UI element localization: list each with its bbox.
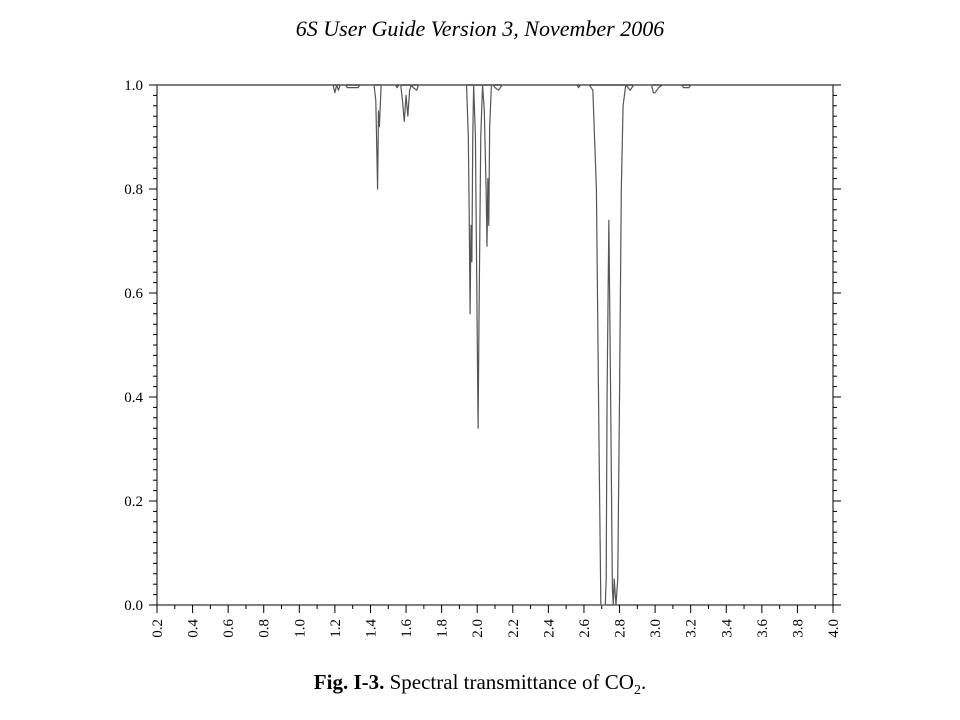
figure-label: Fig. I-3. <box>313 670 385 694</box>
series-group <box>157 84 833 606</box>
tick-labels: 0.0 0.2 0.4 0.6 0.8 1.0 0.2 0.4 0.6 0.8 1.0 1.2 1.4 1… <box>124 78 842 638</box>
y-tick-label: 0.8 <box>124 182 143 198</box>
caption-text: Spectral transmittance of CO <box>384 670 634 694</box>
y-tick-label: 0.0 <box>124 598 143 614</box>
x-tick-label: 1.4 <box>363 619 379 638</box>
y-tick-label: 0.4 <box>124 390 143 406</box>
x-tick-label: 1.0 <box>292 619 308 638</box>
y-tick-label: 1.0 <box>124 78 143 94</box>
y-tick-label: 0.2 <box>124 494 143 510</box>
x-tick-label: 0.2 <box>150 619 166 638</box>
x-tick-label: 2.8 <box>613 619 629 638</box>
x-tick-label: 4.0 <box>826 619 842 638</box>
x-tick-label: 3.8 <box>790 619 806 638</box>
x-tick-label: 3.6 <box>755 619 771 638</box>
x-tick-label: 2.2 <box>506 619 522 638</box>
x-tick-label: 3.4 <box>719 619 735 638</box>
x-tick-label: 2.6 <box>577 619 593 638</box>
x-tick-label: 1.2 <box>328 619 344 638</box>
x-tick-label: 0.8 <box>257 619 273 638</box>
x-tick-label: 1.8 <box>435 619 451 638</box>
plot-axes <box>156 84 834 606</box>
x-tick-label: 0.6 <box>221 619 237 638</box>
y-tick-label: 0.6 <box>124 286 143 302</box>
x-tick-label: 1.6 <box>399 619 415 638</box>
x-tick-label: 2.4 <box>541 619 557 638</box>
x-tick-label: 0.4 <box>186 619 202 638</box>
axis-ticks <box>149 84 841 613</box>
x-tick-label: 3.2 <box>684 619 700 638</box>
x-tick-label: 2.0 <box>470 619 486 638</box>
transmittance-line <box>157 84 833 606</box>
x-tick-label: 3.0 <box>648 619 664 638</box>
page-header: 6S User Guide Version 3, November 2006 <box>295 16 665 41</box>
figure-caption: Fig. I-3. Spectral transmittance of CO2. <box>0 670 960 699</box>
caption-suffix: . <box>640 670 647 694</box>
caption-subscript: 2 <box>633 683 641 699</box>
